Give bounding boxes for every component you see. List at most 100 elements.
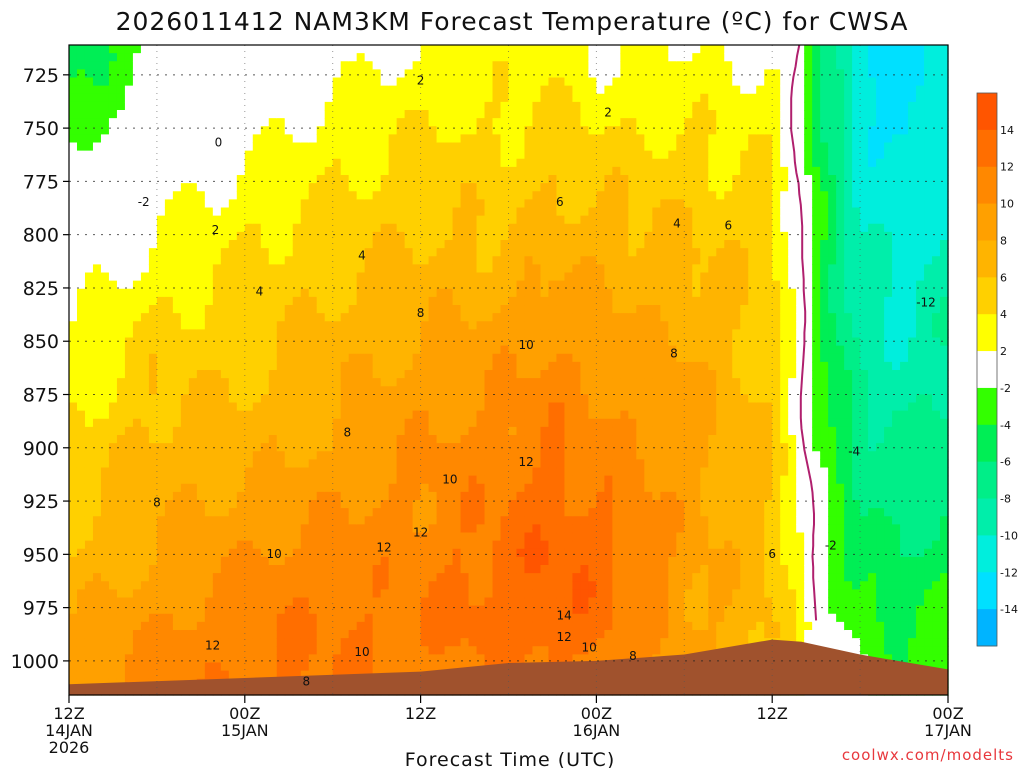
field-cell — [452, 540, 462, 550]
field-cell — [76, 142, 86, 152]
field-cell — [436, 256, 446, 265]
field-cell — [228, 223, 238, 233]
field-cell — [404, 548, 414, 558]
field-cell — [540, 638, 550, 647]
field-cell — [220, 467, 230, 477]
field-cell — [284, 142, 294, 152]
field-cell — [212, 500, 222, 509]
field-cell — [244, 548, 254, 558]
field-cell — [116, 280, 126, 290]
field-cell — [532, 345, 542, 355]
field-cell — [556, 597, 566, 607]
field-cell — [420, 516, 430, 525]
field-cell — [300, 231, 310, 241]
field-cell — [292, 240, 302, 249]
field-cell — [460, 467, 470, 477]
field-cell — [420, 305, 430, 314]
field-cell — [228, 69, 238, 79]
field-cell — [324, 475, 334, 485]
field-cell — [484, 605, 494, 615]
field-cell — [212, 142, 222, 152]
field-cell — [436, 150, 446, 160]
field-cell — [396, 646, 406, 655]
field-cell — [356, 175, 366, 184]
field-cell — [428, 296, 438, 306]
field-cell — [548, 126, 558, 135]
field-cell — [308, 386, 318, 395]
field-cell — [76, 207, 86, 217]
field-cell — [148, 516, 158, 525]
field-cell — [132, 597, 142, 607]
field-cell — [84, 183, 94, 192]
field-cell — [436, 313, 446, 322]
field-cell — [460, 345, 470, 355]
field-cell — [372, 175, 382, 184]
field-cell — [492, 540, 502, 550]
field-cell — [516, 223, 526, 233]
field-cell — [148, 418, 158, 428]
field-cell — [180, 248, 190, 257]
field-cell — [156, 426, 166, 436]
field-cell — [516, 69, 526, 79]
field-cell — [476, 191, 486, 200]
field-cell — [380, 93, 390, 103]
field-cell — [532, 630, 542, 639]
field-cell — [372, 491, 382, 501]
field-cell — [380, 240, 390, 249]
field-cell — [252, 183, 262, 192]
field-cell — [340, 272, 350, 282]
field-cell — [260, 630, 270, 639]
field-cell — [484, 183, 494, 192]
field-cell — [540, 191, 550, 200]
field-cell — [172, 158, 182, 168]
field-cell — [444, 53, 454, 62]
field-cell — [69, 256, 78, 265]
field-cell — [69, 394, 78, 404]
field-cell — [108, 621, 118, 631]
field-cell — [420, 264, 430, 274]
field-cell — [140, 126, 150, 135]
field-cell — [524, 435, 534, 444]
field-cell — [236, 459, 246, 469]
field-cell — [500, 142, 510, 152]
field-cell — [212, 638, 222, 647]
field-cell — [204, 175, 214, 184]
field-cell — [356, 508, 366, 517]
field-cell — [468, 142, 478, 152]
field-cell — [468, 150, 478, 160]
field-cell — [140, 662, 150, 672]
field-cell — [196, 256, 206, 265]
field-cell — [332, 166, 342, 176]
field-cell — [172, 361, 182, 371]
field-cell — [364, 418, 374, 428]
field-cell — [244, 126, 254, 135]
field-cell — [124, 215, 134, 225]
field-cell — [108, 589, 118, 599]
field-cell — [484, 573, 494, 582]
field-cell — [196, 183, 206, 192]
field-cell — [268, 61, 278, 70]
field-cell — [268, 280, 278, 290]
field-cell — [100, 101, 110, 111]
field-cell — [412, 435, 422, 444]
field-cell — [204, 256, 214, 265]
field-cell — [364, 45, 374, 54]
field-cell — [84, 158, 94, 168]
field-cell — [140, 597, 150, 607]
field-cell — [164, 45, 174, 54]
field-cell — [532, 589, 542, 599]
field-cell — [316, 516, 326, 525]
field-cell — [500, 256, 510, 265]
field-cell — [212, 459, 222, 469]
field-cell — [492, 565, 502, 574]
field-cell — [276, 175, 286, 184]
field-cell — [516, 183, 526, 192]
field-cell — [236, 191, 246, 200]
field-cell — [124, 45, 134, 54]
field-cell — [540, 45, 550, 54]
field-cell — [108, 118, 118, 127]
field-cell — [188, 565, 198, 574]
field-cell — [84, 435, 94, 444]
field-cell — [244, 597, 254, 607]
field-cell — [452, 313, 462, 322]
